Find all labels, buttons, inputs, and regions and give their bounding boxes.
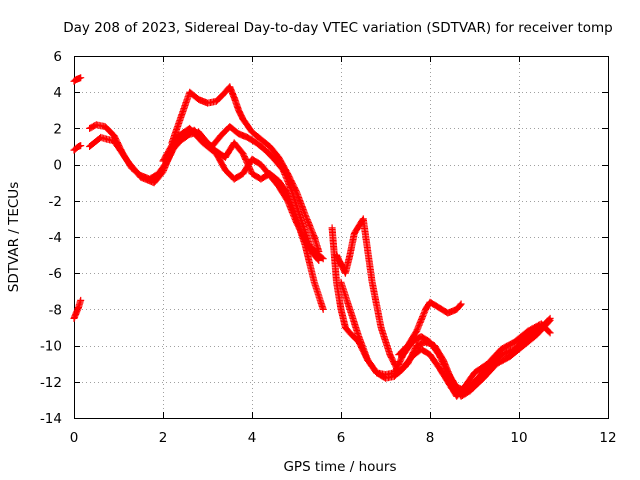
y-tick-label: -12 [40,375,62,391]
chart-title: Day 208 of 2023, Sidereal Day-to-day VTE… [63,20,612,36]
x-axis-label: GPS time / hours [283,459,396,475]
y-tick-label: 0 [53,158,62,174]
y-tick-label: 6 [53,49,62,65]
series-track-j [337,278,554,400]
series-markers [70,142,85,154]
series-track-g [159,124,323,264]
series-markers [159,124,323,264]
y-tick-label: 4 [53,85,62,101]
data-points [70,74,554,400]
y-tick-label: -6 [49,266,62,282]
x-tick-label: 0 [70,430,79,446]
y-tick-label: -4 [49,230,62,246]
series-markers [395,298,465,359]
series-markers [337,278,554,400]
series-track-a [70,74,85,85]
y-tick-labels: -14 -12 -10 -8 -6 -4 -2 0 2 4 6 [40,49,62,427]
series-track-k [395,298,465,359]
y-tick-label: -8 [49,302,62,318]
y-tick-label: -14 [40,411,62,427]
x-tick-label: 4 [248,430,257,446]
x-tick-label: 8 [426,430,435,446]
series-track-c [70,296,85,322]
y-tick-label: 2 [53,121,62,137]
y-tick-label: -2 [49,194,62,210]
x-tick-labels: 0 2 4 6 8 10 12 [70,430,617,446]
series-track-b [70,142,85,154]
series-markers [70,296,85,322]
y-tick-label: -10 [40,339,62,355]
x-tick-label: 10 [510,430,527,446]
tick-marks [74,56,609,419]
x-tick-label: 12 [599,430,616,446]
x-tick-label: 2 [159,430,168,446]
y-axis-label: SDTVAR / TECUs [6,182,22,292]
series-markers [70,74,85,85]
x-tick-label: 6 [337,430,346,446]
